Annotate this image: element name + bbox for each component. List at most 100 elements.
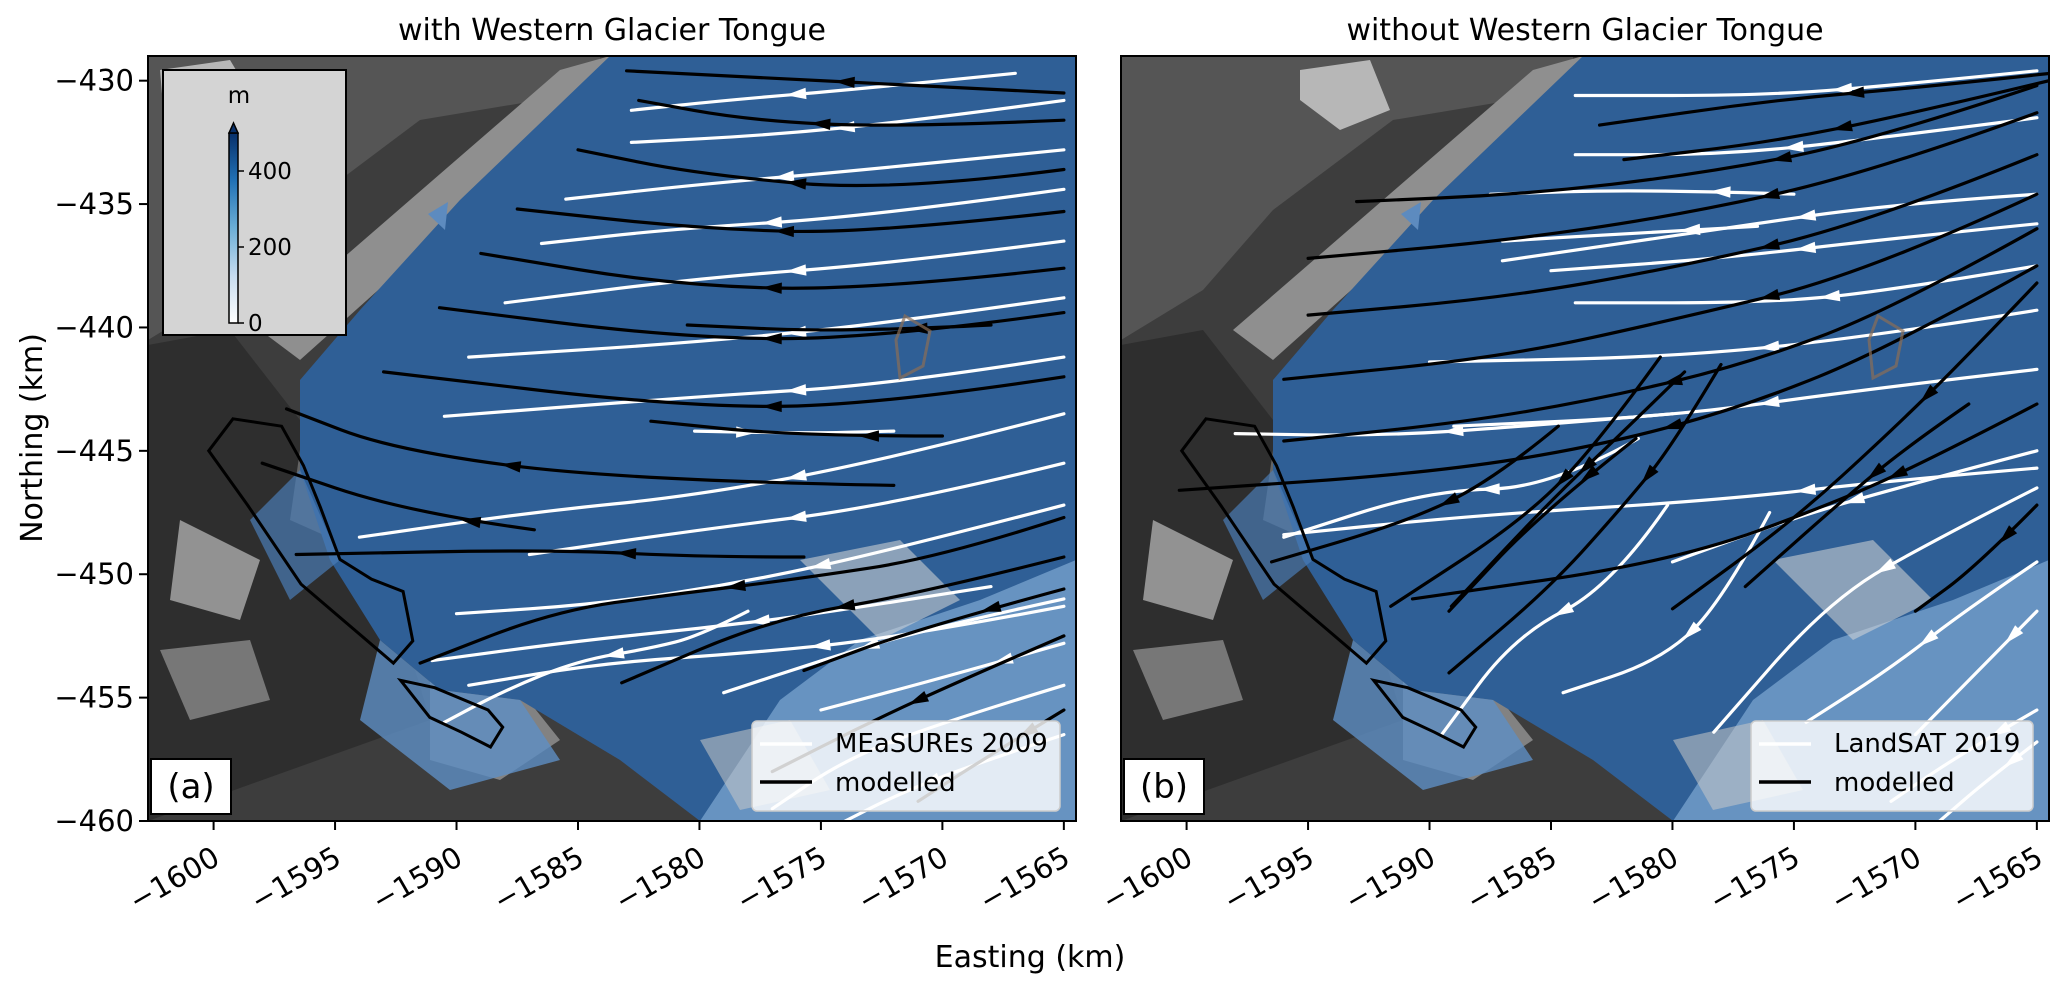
panel-a-observed-arrow bbox=[785, 384, 807, 396]
panel-b-observed-arrow bbox=[1758, 340, 1780, 352]
panel-a-label-box bbox=[150, 758, 232, 815]
panel-b-observed-arrow bbox=[1710, 186, 1731, 198]
panel-a-modelled-line bbox=[649, 419, 944, 438]
panel-a-modelled-arrow bbox=[834, 599, 856, 611]
panel-b-observed-arrow bbox=[1844, 492, 1866, 504]
panel-a-observed-arrow bbox=[603, 647, 625, 659]
panel-b-outlines bbox=[1179, 417, 1478, 749]
panel-b-observed-line bbox=[1913, 609, 2039, 737]
panel-a-y-ticks: −430 −435 −440 −445 −450 −455 −460 bbox=[54, 64, 148, 838]
panel-a-legend-box bbox=[751, 720, 1061, 812]
panel-a-observed-arrow bbox=[749, 614, 771, 626]
panel-a-modelled-arrow bbox=[809, 118, 831, 131]
panel-b-x-tick-label: −1585 bbox=[1461, 840, 1563, 918]
panel-b-modelled-arrow bbox=[1439, 492, 1460, 507]
panel-a-y-tick-label: −460 bbox=[54, 804, 134, 838]
panel-a-observed-line bbox=[819, 641, 1066, 712]
panel-a-modelled-line bbox=[802, 587, 1066, 673]
panel-b-modelled-arrow bbox=[1578, 456, 1597, 475]
panel-a-modelled-arrow bbox=[834, 76, 855, 89]
panel-a-pinning-marker bbox=[428, 202, 448, 230]
panel-b-modelled-arrow bbox=[1641, 464, 1659, 485]
panel-a-axes-frame bbox=[147, 55, 1077, 822]
panel-a-modelled-arrow bbox=[773, 225, 795, 238]
panel-a-modelled-arrow bbox=[615, 548, 637, 560]
panel-a-modelled-arrow bbox=[761, 282, 782, 294]
colorbar-inset: m 0 200 400 bbox=[162, 69, 347, 337]
panel-b-modelled-arrow bbox=[1919, 384, 1939, 404]
panel-a-x-tick-label: −1590 bbox=[366, 840, 468, 918]
panel-a-observed-arrow bbox=[785, 87, 807, 100]
panel-b-modelled-line bbox=[1355, 84, 2039, 204]
panel-a-observed-arrow bbox=[761, 216, 783, 228]
panel-a: m 0 200 400 with Western Glacier Tongue (a… bbox=[54, 13, 1077, 918]
panel-b-observed-arrow bbox=[1795, 241, 1817, 254]
panel-a-modelled-arrow bbox=[858, 430, 879, 442]
panel-b-legend-modelled: modelled bbox=[1834, 768, 1955, 798]
panel-b-observed-arrow bbox=[1918, 629, 1939, 647]
panel-b-legend-box bbox=[1750, 720, 2034, 812]
panel-b-modelled-arrow bbox=[1843, 86, 1865, 98]
panel-b-modelled-arrow bbox=[1661, 418, 1684, 430]
panel-b-x-tick-label: −1590 bbox=[1339, 840, 1441, 918]
panel-a-modelled-arrow bbox=[761, 400, 782, 413]
panel-a-label: (a) bbox=[167, 767, 214, 807]
panel-a-x-tick-label: −1570 bbox=[852, 840, 954, 918]
panel-a-modelled-line bbox=[260, 461, 536, 532]
panel-a-y-tick-label: −450 bbox=[54, 557, 134, 591]
panel-b-modelled-arrow bbox=[1831, 120, 1853, 132]
panel-b-observed-line bbox=[1488, 189, 1796, 196]
panel-a-y-tick-label: −455 bbox=[54, 681, 134, 715]
panel-a-modelled-arrow bbox=[908, 691, 930, 705]
panel-b-modelled-line bbox=[1306, 153, 2039, 317]
panel-b-x-tick-label: −1600 bbox=[1096, 840, 1198, 918]
panel-a-x-tick-label: −1565 bbox=[973, 840, 1075, 918]
colorbar-extend-arrow bbox=[227, 121, 240, 134]
panel-a-legend: MEaSUREs 2009 modelled bbox=[751, 720, 1061, 812]
panel-a-observed-arrow bbox=[785, 264, 807, 276]
panel-b-observed-arrow bbox=[1758, 395, 1780, 408]
colorbar-inset-box bbox=[162, 69, 347, 336]
panel-b-modelled-arrow bbox=[1555, 468, 1574, 488]
panel-b-label-box bbox=[1123, 758, 1205, 815]
panel-b-modelled-line bbox=[1447, 436, 1638, 613]
panel-b-x-ticks: −1600 −1595 −1590 −1585 −1580 −1575 −1570 −1565 bbox=[1096, 821, 2048, 918]
panel-b: without Western Glacier Tongue (b) LandS… bbox=[1096, 13, 2050, 918]
panel-b-modelled-line bbox=[1306, 111, 2039, 260]
panel-a-x-tick-label: −1595 bbox=[245, 840, 347, 918]
panel-a-x-tick-label: −1575 bbox=[730, 840, 832, 918]
panel-a-x-tick-label: −1600 bbox=[123, 840, 225, 918]
panel-a-modelled-arrow bbox=[460, 516, 482, 529]
panel-a-observed-line bbox=[539, 187, 1066, 246]
y-axis-label: Northing (km) bbox=[15, 333, 50, 543]
panel-b-modelled-arrow bbox=[1770, 151, 1793, 163]
panel-a-observed-arrow bbox=[773, 170, 795, 182]
panel-b-x-tick-label: −1575 bbox=[1703, 840, 1805, 918]
panel-b-observed-arrow bbox=[2004, 625, 2024, 644]
x-axis-label: Easting (km) bbox=[935, 940, 1126, 975]
panel-a-observed-arrow bbox=[785, 510, 807, 522]
panel-a-modelled-line bbox=[284, 407, 896, 487]
panel-a-outlines bbox=[206, 417, 505, 749]
panel-b-x-tick-label: −1570 bbox=[1825, 840, 1927, 918]
panel-b-grounding-marker bbox=[1867, 313, 1905, 381]
panel-a-observed-arrow bbox=[785, 469, 807, 481]
panel-a-y-tick-label: −435 bbox=[54, 187, 134, 221]
panel-a-observed-arrow bbox=[810, 558, 832, 570]
panel-b-x-tick-label: −1580 bbox=[1582, 840, 1684, 918]
panel-a-title: with Western Glacier Tongue bbox=[398, 13, 826, 48]
panel-b-label: (b) bbox=[1140, 767, 1188, 807]
panel-a-modelled-arrow bbox=[785, 178, 807, 190]
panel-b-observed-arrow bbox=[1782, 140, 1804, 152]
colorbar-ticks: 0 200 400 bbox=[238, 159, 292, 337]
panel-a-legend-observed: MEaSUREs 2009 bbox=[835, 729, 1048, 759]
colorbar bbox=[228, 132, 239, 324]
panel-b-modelled-arrow bbox=[1866, 462, 1887, 481]
panel-b-observed-line bbox=[1282, 466, 2039, 537]
panel-b-observed-arrow bbox=[1479, 483, 1500, 495]
panel-b-observed-arrow bbox=[1795, 209, 1817, 221]
panel-b-title: without Western Glacier Tongue bbox=[1346, 13, 1823, 48]
colorbar-tick-label: 200 bbox=[248, 235, 292, 261]
panel-b-x-tick-label: −1595 bbox=[1218, 840, 1320, 918]
